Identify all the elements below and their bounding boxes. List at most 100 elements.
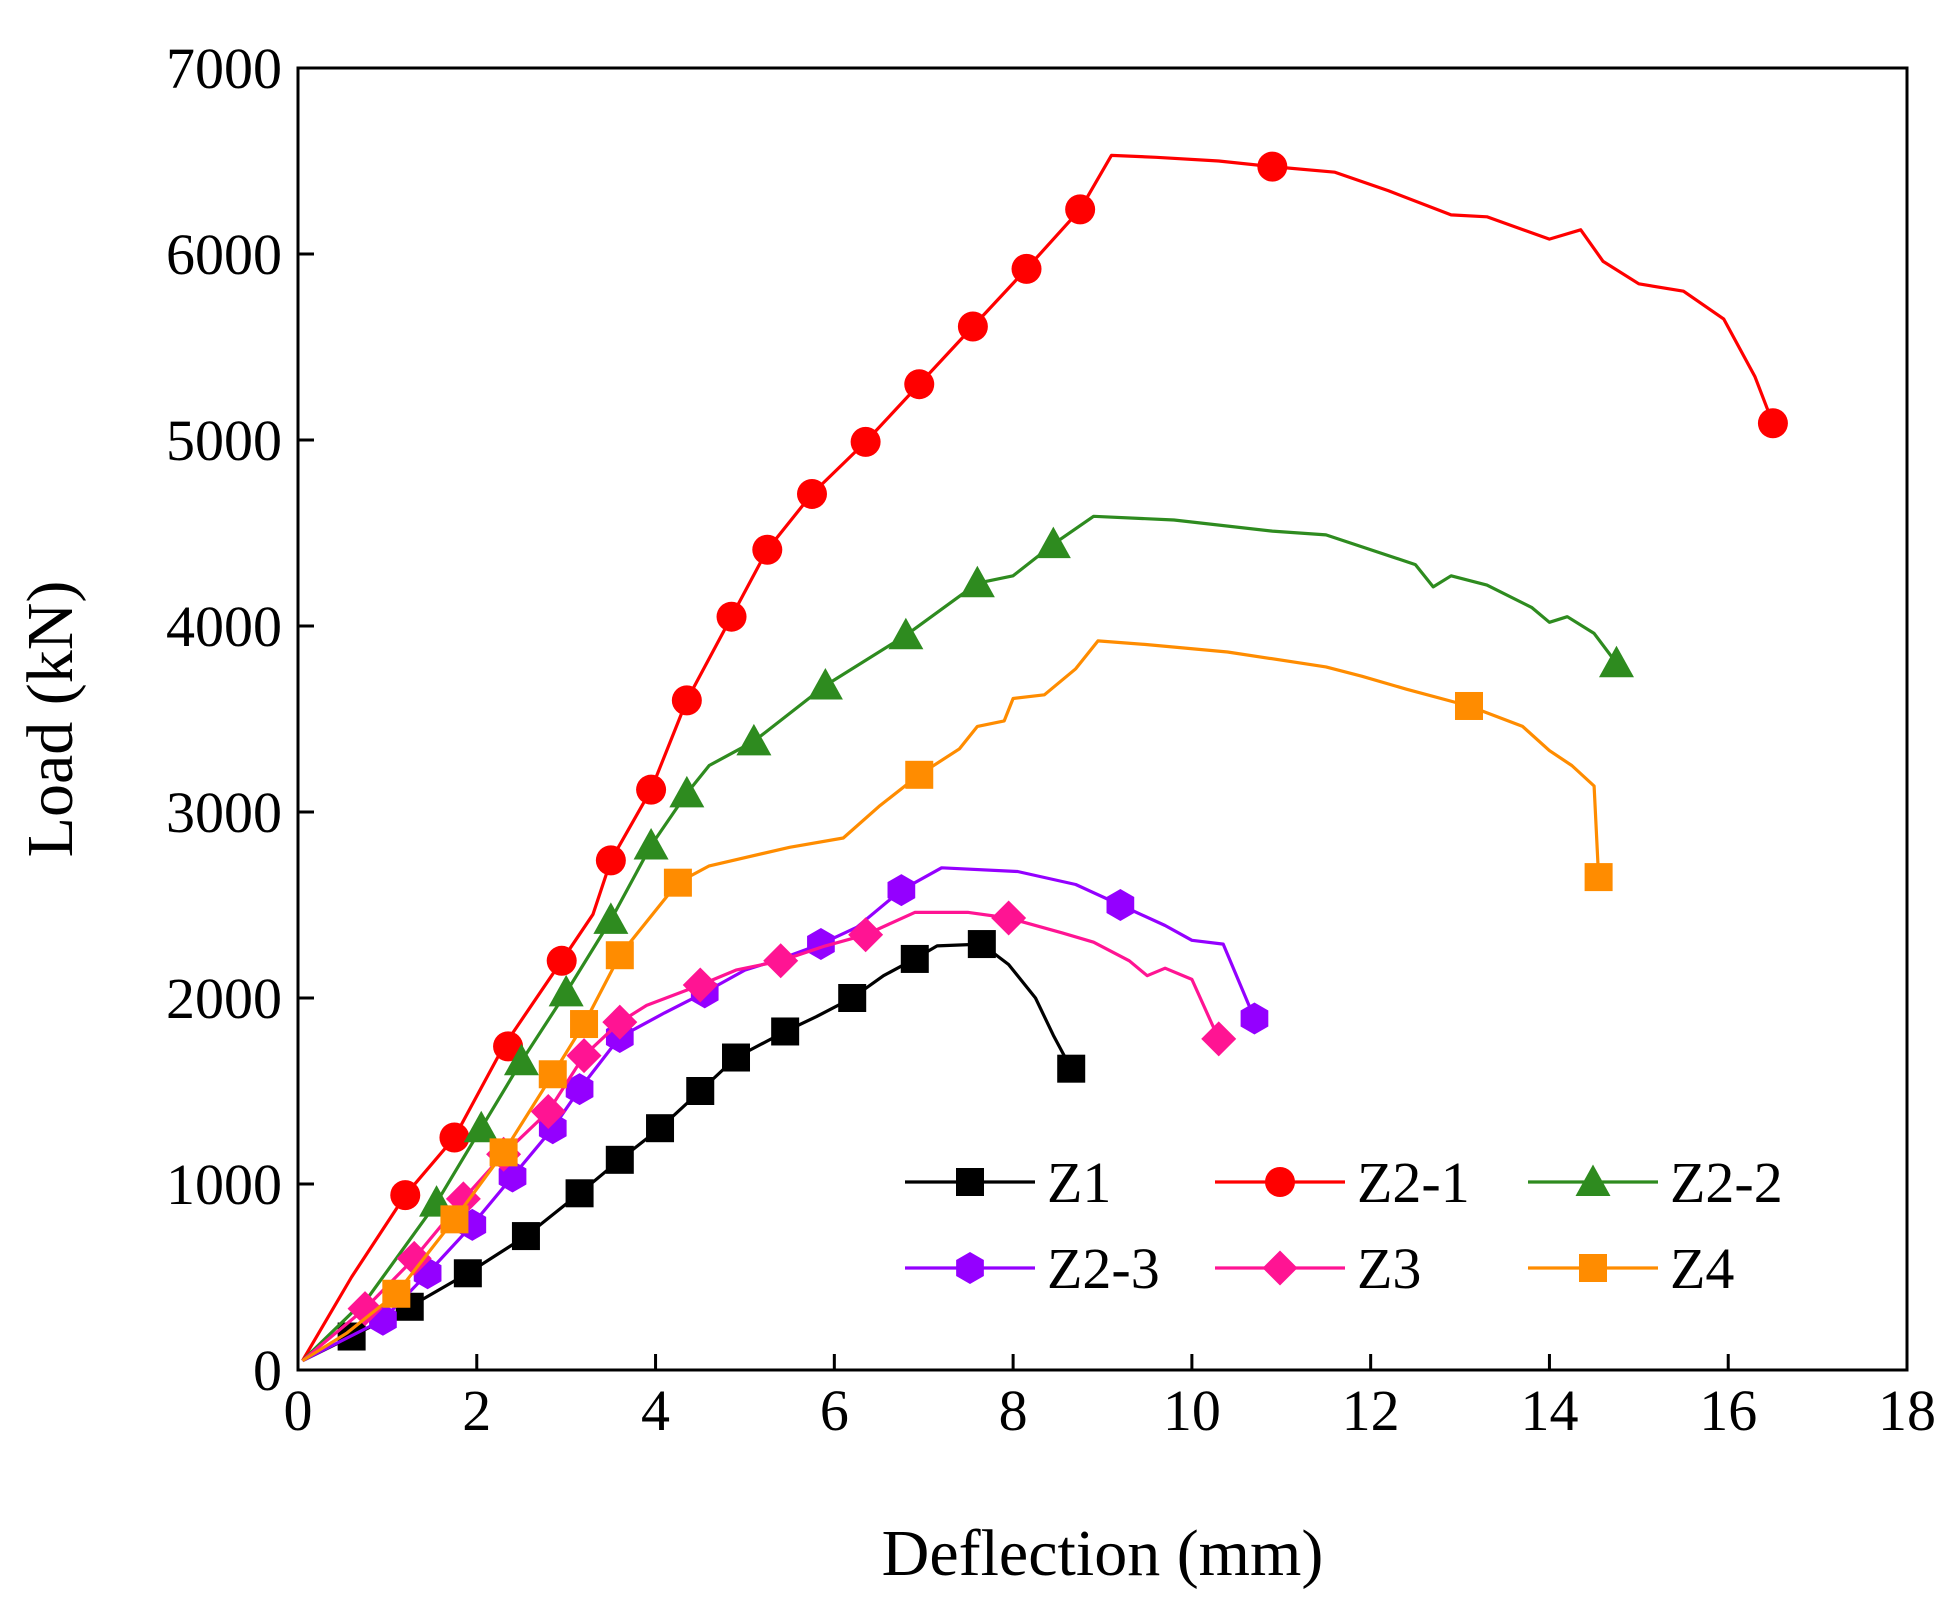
data-point-z2-1-5 xyxy=(636,774,667,805)
data-point-z2-2-7 xyxy=(736,723,772,756)
y-tick-label: 1000 xyxy=(166,1152,282,1217)
data-point-z2-3-8 xyxy=(807,928,835,961)
data-point-z4-0 xyxy=(382,1279,411,1308)
data-point-z3-9 xyxy=(848,917,884,953)
y-tick-label: 4000 xyxy=(166,594,282,659)
data-point-z4-2 xyxy=(489,1138,518,1167)
series-z2-1 xyxy=(301,151,1788,1362)
data-point-z4-7 xyxy=(905,760,934,789)
x-tick-label: 8 xyxy=(999,1378,1028,1443)
data-point-z2-2-6 xyxy=(669,775,705,808)
x-axis-title: Deflection (mm) xyxy=(882,1517,1324,1590)
data-point-z2-1-9 xyxy=(796,478,827,509)
series-line-z2-1 xyxy=(301,153,1775,1362)
legend-label-z2-1: Z2-1 xyxy=(1357,1150,1470,1215)
data-point-z2-2-12 xyxy=(1598,645,1634,678)
y-tick-label: 2000 xyxy=(166,966,282,1031)
data-point-z2-1-8 xyxy=(752,534,783,565)
data-point-z1-6 xyxy=(646,1114,675,1143)
legend-label-z2-3: Z2-3 xyxy=(1047,1236,1160,1301)
legend-marker-z4 xyxy=(1579,1254,1607,1282)
data-point-z3-7 xyxy=(682,967,718,1003)
legend-marker-z2-1 xyxy=(1265,1167,1295,1197)
data-point-z2-1-10 xyxy=(850,426,881,457)
data-point-z2-2-10 xyxy=(959,565,995,598)
data-point-z3-1 xyxy=(396,1240,432,1276)
data-point-z2-1-2 xyxy=(493,1031,524,1062)
data-point-z2-3-9 xyxy=(887,874,916,907)
data-point-z3-6 xyxy=(602,1004,638,1040)
data-point-z1-8 xyxy=(722,1043,751,1072)
data-point-z1-10 xyxy=(838,984,867,1012)
data-point-z4-6 xyxy=(663,868,692,897)
plot-frame xyxy=(296,66,1909,1372)
axes-layer: 0 2 4 6 8 10 12 14 16 18 0 1000 2000 3000 4000 5000 6000… xyxy=(166,36,1936,1443)
data-point-z4-8 xyxy=(1454,691,1483,720)
legend-item-z3: Z3 xyxy=(1215,1236,1421,1301)
data-point-z3-10 xyxy=(991,900,1027,936)
data-point-z2-1-7 xyxy=(716,601,747,632)
legend-marker-z3 xyxy=(1262,1250,1298,1286)
data-point-z1-3 xyxy=(511,1222,540,1251)
legend-item-z1: Z1 xyxy=(905,1150,1111,1215)
series-z2-2 xyxy=(301,514,1634,1362)
data-point-z1-4 xyxy=(565,1179,594,1208)
series-line-z2-2 xyxy=(301,514,1618,1362)
x-tick-label: 16 xyxy=(1699,1378,1757,1443)
legend-label-z4: Z4 xyxy=(1670,1236,1734,1301)
x-tick-label: 14 xyxy=(1520,1378,1578,1443)
legend-item-z2-2: Z2-2 xyxy=(1528,1150,1783,1215)
x-tick-label: 18 xyxy=(1878,1378,1936,1443)
legend: Z1 Z2-1 Z2-2 Z2-3 Z3 Z4 xyxy=(905,1150,1783,1301)
legend-marker-z2-2 xyxy=(1575,1164,1611,1196)
data-point-z4-3 xyxy=(538,1060,567,1089)
x-tick-label: 6 xyxy=(820,1378,849,1443)
legend-item-z2-1: Z2-1 xyxy=(1215,1150,1470,1215)
y-axis-title: Load (kN) xyxy=(14,581,87,858)
data-point-z1-7 xyxy=(686,1077,715,1105)
data-point-z1-9 xyxy=(771,1017,800,1046)
data-point-z2-2-8 xyxy=(807,668,843,700)
y-tick-label: 6000 xyxy=(166,222,282,287)
data-point-z1-2 xyxy=(453,1259,482,1288)
data-point-z1-13 xyxy=(1057,1054,1086,1083)
data-point-z4-1 xyxy=(440,1205,469,1234)
series-z4 xyxy=(301,639,1613,1363)
x-tick-label: 0 xyxy=(284,1378,313,1443)
data-point-z2-1-6 xyxy=(671,685,702,716)
data-point-z2-2-5 xyxy=(633,827,669,860)
legend-marker-z1 xyxy=(956,1168,984,1196)
data-point-z2-3-11 xyxy=(1240,1002,1269,1035)
x-tick-label: 2 xyxy=(462,1378,491,1443)
series-layer xyxy=(301,151,1788,1363)
legend-item-z4: Z4 xyxy=(1528,1236,1734,1301)
data-point-z3-5 xyxy=(566,1038,602,1074)
data-point-z2-1-4 xyxy=(595,845,626,876)
data-point-z2-3-5 xyxy=(565,1073,594,1106)
data-point-z2-1-0 xyxy=(390,1180,421,1211)
data-point-z2-1-15 xyxy=(1257,151,1288,182)
data-point-z2-1-16 xyxy=(1757,408,1788,439)
data-point-z2-1-14 xyxy=(1065,194,1096,225)
data-point-z3-11 xyxy=(1201,1021,1237,1057)
data-point-z4-5 xyxy=(605,941,634,970)
data-point-z2-1-13 xyxy=(1011,253,1042,284)
data-point-z2-1-12 xyxy=(957,311,988,342)
data-point-z3-0 xyxy=(347,1291,383,1327)
legend-marker-z2-3 xyxy=(956,1252,984,1284)
data-point-z1-12 xyxy=(967,930,996,959)
data-point-z2-2-1 xyxy=(463,1110,499,1143)
data-point-z2-1-3 xyxy=(546,945,577,976)
data-point-z3-4 xyxy=(530,1093,566,1129)
data-point-z2-2-4 xyxy=(593,902,629,934)
data-point-z4-9 xyxy=(1584,863,1613,892)
data-point-z1-11 xyxy=(900,944,929,973)
y-tick-label: 0 xyxy=(253,1338,282,1403)
data-point-z4-4 xyxy=(570,1010,599,1039)
y-tick-label: 5000 xyxy=(166,408,282,473)
y-tick-label: 3000 xyxy=(166,780,282,845)
legend-item-z2-3: Z2-3 xyxy=(905,1236,1160,1301)
y-tick-label: 7000 xyxy=(166,36,282,101)
data-point-z2-2-9 xyxy=(888,617,924,650)
